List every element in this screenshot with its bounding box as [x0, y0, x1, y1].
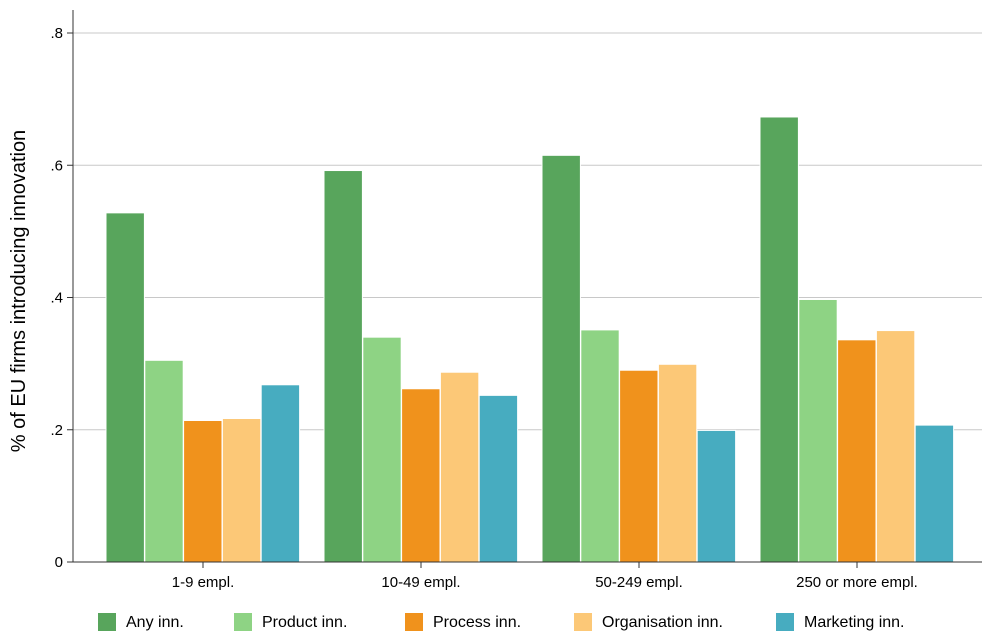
- legend-swatch: [574, 613, 592, 631]
- bar: [837, 339, 877, 563]
- bar: [696, 429, 737, 563]
- bar: [144, 359, 184, 563]
- y-tick-label: .4: [50, 290, 63, 307]
- y-tick-label: .2: [50, 422, 63, 439]
- bar: [759, 116, 799, 563]
- legend-label: Any inn.: [126, 614, 184, 631]
- x-ticks: 1-9 empl. 10-49 empl. 50-249 empl. 250 or m…: [172, 562, 918, 591]
- bar: [183, 419, 223, 563]
- x-tick-label: 10-49 empl.: [381, 574, 460, 591]
- x-tick-label: 50-249 empl.: [595, 574, 683, 591]
- bar: [798, 298, 838, 563]
- x-tick-label: 250 or more empl.: [796, 574, 918, 591]
- bar: [401, 388, 441, 563]
- bar: [914, 424, 955, 563]
- y-axis-title: % of EU firms introducing innovation: [8, 130, 30, 452]
- bar: [580, 329, 620, 563]
- bar: [260, 384, 301, 563]
- legend: Any inn. Product inn. Process inn. Organisa…: [98, 613, 905, 631]
- legend-swatch: [405, 613, 423, 631]
- bar: [619, 369, 659, 563]
- legend-swatch: [776, 613, 794, 631]
- y-tick-label: .8: [50, 25, 63, 42]
- legend-swatch: [98, 613, 116, 631]
- bar: [875, 330, 916, 563]
- y-tick-label: .6: [50, 157, 63, 174]
- bar: [478, 394, 519, 563]
- y-ticks: 0 .2 .4 .6 .8: [50, 25, 73, 571]
- bar: [105, 212, 145, 563]
- bars: [105, 116, 955, 563]
- legend-swatch: [234, 613, 252, 631]
- bar: [362, 336, 402, 563]
- bar: [323, 170, 363, 563]
- legend-label: Marketing inn.: [804, 614, 905, 631]
- bar: [439, 371, 480, 563]
- bar: [221, 418, 262, 563]
- bar: [657, 363, 698, 563]
- legend-label: Product inn.: [262, 614, 347, 631]
- y-tick-label: 0: [55, 554, 63, 571]
- legend-label: Organisation inn.: [602, 614, 723, 631]
- legend-label: Process inn.: [433, 614, 521, 631]
- bar: [541, 154, 581, 563]
- axes: [72, 10, 982, 563]
- x-tick-label: 1-9 empl.: [172, 574, 235, 591]
